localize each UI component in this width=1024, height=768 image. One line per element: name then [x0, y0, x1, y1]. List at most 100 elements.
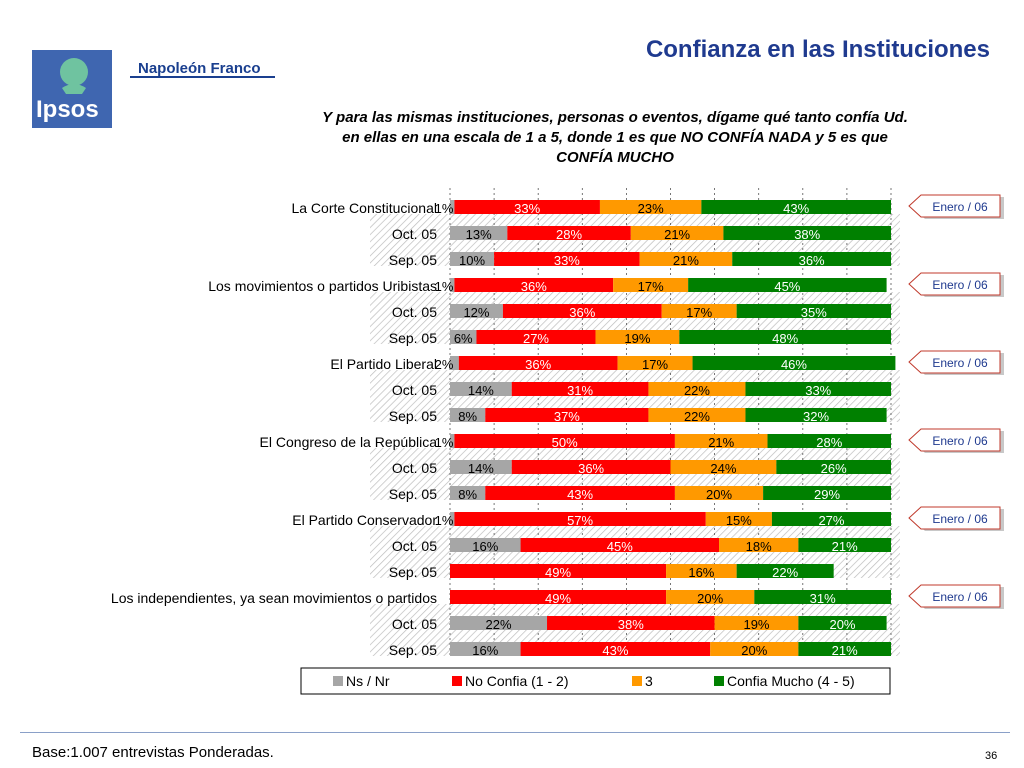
bar-segment [450, 226, 508, 240]
data-label: 27% [818, 513, 844, 528]
data-label: 16% [472, 643, 498, 658]
data-label: 33% [514, 201, 540, 216]
logo-text: Ipsos [36, 96, 99, 123]
bar-segment [710, 642, 799, 656]
bar-segment [666, 590, 755, 604]
bar-segment [692, 356, 896, 370]
bar-segment [520, 538, 720, 552]
period-badge: Enero / 06 [908, 506, 1004, 531]
ipsos-logo [32, 50, 112, 128]
period-badge: Enero / 06 [908, 584, 1004, 609]
data-label: 35% [801, 305, 827, 320]
bar-segment [454, 434, 675, 448]
data-label: 21% [832, 643, 858, 658]
legend-label: Ns / Nr [346, 673, 390, 689]
bar-segment [705, 512, 772, 526]
data-label: 36% [578, 461, 604, 476]
bar-segment [701, 200, 891, 214]
data-label: 29% [814, 487, 840, 502]
footer-divider [20, 732, 1010, 733]
brand-name: Napoleón Franco [138, 60, 261, 77]
question-text: Y para las mismas instituciones, persona… [322, 109, 908, 166]
bar-segment [450, 252, 495, 266]
data-label: 43% [602, 643, 628, 658]
period-label: Sep. 05 [389, 330, 437, 346]
bar-segment [719, 538, 799, 552]
category-label: El Partido Liberal [330, 356, 437, 372]
bar-segment [776, 460, 891, 474]
data-label: 8% [458, 487, 477, 502]
period-label: Sep. 05 [389, 564, 437, 580]
bar-segment [674, 486, 764, 500]
data-label: 46% [781, 357, 807, 372]
data-label: 13% [466, 227, 492, 242]
data-label: 18% [746, 539, 772, 554]
bar-segment [458, 356, 618, 370]
bar-segment [450, 200, 455, 214]
category-label: Los independientes, ya sean movimientos … [111, 590, 437, 606]
bar-segment [688, 278, 887, 292]
bar-segment [679, 330, 891, 344]
stacked-bar-chart: La Corte Constitucional 1% 33% 23% 43% Oct. 0… [111, 188, 1004, 695]
legend-label: 3 [645, 673, 653, 689]
badge-shape [908, 428, 1001, 452]
data-label: 33% [805, 383, 831, 398]
bar-segment [450, 356, 459, 370]
data-label: 38% [794, 227, 820, 242]
category-label: El Congreso de la República [260, 434, 438, 450]
data-label: 45% [607, 539, 633, 554]
legend-swatch [452, 676, 462, 686]
bar-segment [507, 226, 631, 240]
period-badge: Enero / 06 [908, 272, 1004, 297]
data-label: 1% [435, 513, 454, 528]
data-label: 15% [726, 513, 752, 528]
bar-segment [661, 304, 737, 318]
bar-segment [511, 382, 649, 396]
badge-label: Enero / 06 [932, 356, 988, 370]
data-label: 36% [569, 305, 595, 320]
bar-segment [648, 382, 746, 396]
data-label: 8% [458, 409, 477, 424]
data-label: 50% [552, 435, 578, 450]
bar-segment [450, 382, 512, 396]
bar-segment [723, 226, 891, 240]
data-label: 21% [664, 227, 690, 242]
bar-segment [450, 616, 548, 630]
data-label: 16% [688, 565, 714, 580]
category-label: La Corte Constitucional [291, 200, 437, 216]
data-label: 26% [821, 461, 847, 476]
data-label: 21% [832, 539, 858, 554]
data-label: 31% [567, 383, 593, 398]
badge-shape [908, 584, 1001, 608]
data-label: 17% [638, 279, 664, 294]
legend-swatch [714, 676, 724, 686]
bar-segment [771, 512, 891, 526]
data-label: 14% [468, 461, 494, 476]
bar-segment [639, 252, 733, 266]
period-label: Sep. 05 [389, 252, 437, 268]
data-label: 24% [710, 461, 736, 476]
bar-segment [511, 460, 671, 474]
data-label: 23% [638, 201, 664, 216]
data-label: 43% [567, 487, 593, 502]
data-label: 33% [554, 253, 580, 268]
bar-segment [595, 330, 680, 344]
period-badge: Enero / 06 [908, 428, 1004, 453]
legend-label: Confia Mucho (4 - 5) [727, 673, 855, 689]
page-title: Confianza en las Instituciones [645, 36, 990, 63]
data-label: 1% [435, 279, 454, 294]
bar-segment [450, 486, 486, 500]
data-label: 22% [684, 409, 710, 424]
bar-segment [732, 252, 891, 266]
badge-label: Enero / 06 [932, 200, 988, 214]
period-label: Oct. 05 [392, 382, 437, 398]
bar-segment [798, 616, 887, 630]
bar-segment [745, 408, 887, 422]
base-note: Base:1.007 entrevistas Ponderadas. [32, 744, 274, 761]
bar-segment [450, 330, 477, 344]
data-label: 6% [454, 331, 473, 346]
bar-segment [763, 486, 891, 500]
data-label: 14% [468, 383, 494, 398]
bar-segment [630, 226, 724, 240]
data-label: 21% [673, 253, 699, 268]
